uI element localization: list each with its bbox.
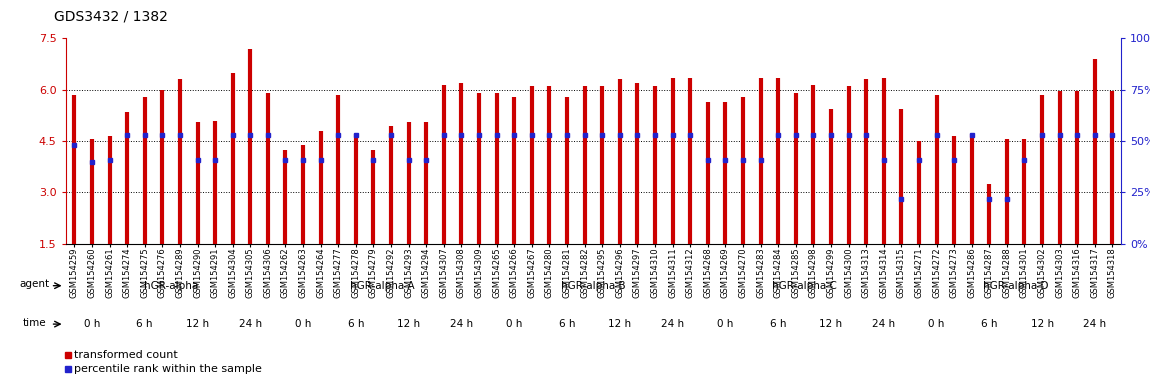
Text: 6 h: 6 h <box>981 319 997 329</box>
Text: 6 h: 6 h <box>347 319 365 329</box>
Text: 12 h: 12 h <box>186 319 209 329</box>
Text: percentile rank within the sample: percentile rank within the sample <box>75 364 262 374</box>
Text: agent: agent <box>20 279 49 289</box>
Text: 24 h: 24 h <box>450 319 473 329</box>
Text: 12 h: 12 h <box>608 319 631 329</box>
Text: 6 h: 6 h <box>559 319 575 329</box>
Text: 0 h: 0 h <box>506 319 522 329</box>
Text: 0 h: 0 h <box>84 319 100 329</box>
Text: 24 h: 24 h <box>239 319 262 329</box>
Text: 12 h: 12 h <box>1030 319 1053 329</box>
Text: 0 h: 0 h <box>718 319 734 329</box>
Text: hGR-alpha: hGR-alpha <box>144 281 198 291</box>
Text: 6 h: 6 h <box>137 319 153 329</box>
Text: GDS3432 / 1382: GDS3432 / 1382 <box>54 9 168 23</box>
Text: hGR-alpha D: hGR-alpha D <box>983 281 1049 291</box>
Text: 0 h: 0 h <box>928 319 944 329</box>
Text: transformed count: transformed count <box>75 350 178 360</box>
Text: 6 h: 6 h <box>769 319 787 329</box>
Text: 24 h: 24 h <box>872 319 896 329</box>
Text: 24 h: 24 h <box>1083 319 1106 329</box>
Text: hGR-alpha B: hGR-alpha B <box>561 281 626 291</box>
Text: hGR-alpha A: hGR-alpha A <box>350 281 414 291</box>
Text: 12 h: 12 h <box>397 319 420 329</box>
Text: 24 h: 24 h <box>661 319 684 329</box>
Text: time: time <box>23 318 47 328</box>
Text: 12 h: 12 h <box>819 319 843 329</box>
Text: hGR-alpha C: hGR-alpha C <box>772 281 837 291</box>
Text: 0 h: 0 h <box>294 319 312 329</box>
